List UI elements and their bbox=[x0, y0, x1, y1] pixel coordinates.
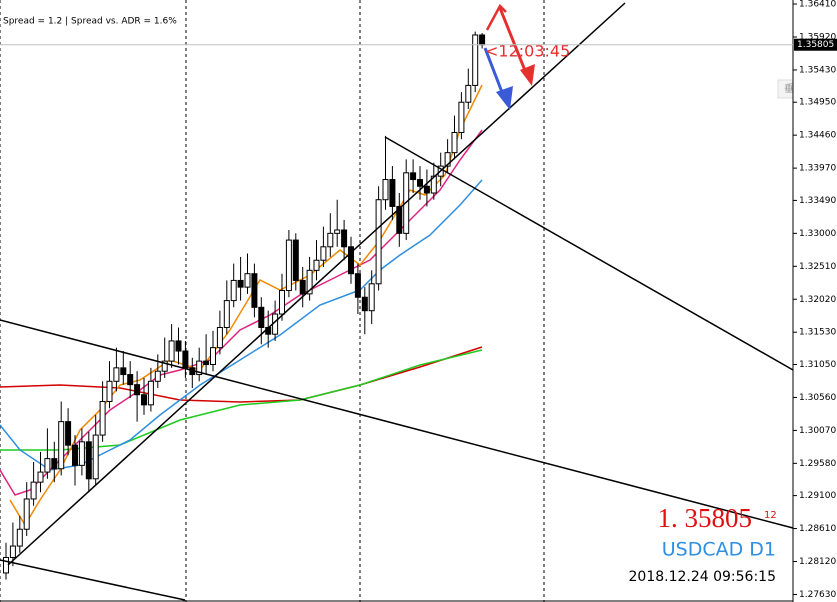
candle-body bbox=[334, 229, 341, 234]
candle-body bbox=[58, 421, 65, 470]
candle-body bbox=[361, 296, 368, 312]
candle-body bbox=[382, 179, 389, 201]
candle-body bbox=[285, 239, 292, 292]
current-price-label: 1.35805 bbox=[797, 40, 834, 50]
candle-body bbox=[292, 239, 299, 281]
y-tick-label: 1.28120 bbox=[799, 557, 836, 567]
candle-body bbox=[210, 347, 216, 365]
y-tick-label: 1.33490 bbox=[799, 196, 836, 206]
symbol-timeframe: USDCAD D1 bbox=[662, 539, 776, 561]
candle-body bbox=[51, 458, 58, 470]
candle-body bbox=[258, 306, 265, 328]
candle-body bbox=[72, 444, 78, 466]
candle-body bbox=[37, 471, 44, 483]
candle-body bbox=[113, 367, 120, 382]
arrows bbox=[483, 3, 535, 110]
candle-body bbox=[348, 246, 354, 275]
candle-body bbox=[354, 273, 361, 298]
trend-lines bbox=[0, 2, 794, 601]
candle-body bbox=[313, 259, 320, 271]
candle-body bbox=[44, 458, 51, 473]
candle-body bbox=[465, 84, 472, 103]
candle-body bbox=[299, 279, 306, 295]
candles bbox=[3, 31, 486, 580]
candle-body bbox=[85, 441, 92, 480]
y-tick-label: 1.28610 bbox=[799, 524, 836, 534]
y-tick-label: 1.33000 bbox=[799, 229, 836, 239]
plot-area bbox=[0, 0, 793, 602]
candle-body bbox=[147, 380, 154, 406]
candle-body bbox=[182, 350, 189, 369]
candle-body bbox=[161, 360, 168, 372]
bar-countdown: <12:03:45 bbox=[485, 42, 570, 61]
spread-info: Spread = 1.2 | Spread vs. ADR = 1.6% bbox=[3, 17, 177, 27]
candle-body bbox=[444, 152, 451, 167]
candle-body bbox=[396, 205, 403, 234]
candle-body bbox=[417, 179, 423, 187]
candle-body bbox=[327, 232, 334, 248]
candle-body bbox=[106, 380, 113, 402]
candle-body bbox=[154, 370, 161, 382]
candle-body bbox=[279, 290, 285, 315]
y-tick-label: 1.30070 bbox=[799, 426, 836, 436]
candle-body bbox=[320, 246, 327, 261]
candle-body bbox=[306, 269, 313, 295]
candle-body bbox=[23, 498, 30, 530]
current-price-box bbox=[794, 38, 837, 51]
y-tick-label: 1.29100 bbox=[799, 491, 836, 501]
price-axis-ticks: 1.36410 1.35920 1.35430 1.34950 1.34460 1.339… bbox=[793, 0, 836, 600]
candle-body bbox=[237, 279, 244, 288]
y-tick-label: 1.30560 bbox=[799, 393, 836, 403]
candle-body bbox=[30, 481, 37, 500]
candle-body bbox=[389, 179, 396, 207]
candle-body bbox=[423, 185, 430, 194]
y-tick-label: 1.35430 bbox=[799, 65, 836, 75]
candle-body bbox=[141, 394, 147, 406]
y-tick-label: 1.36410 bbox=[799, 0, 836, 10]
candle-body bbox=[230, 279, 237, 302]
candle-body bbox=[175, 340, 182, 352]
candle-body bbox=[451, 131, 458, 154]
candle-body bbox=[458, 101, 465, 133]
candle-body bbox=[216, 326, 223, 349]
price-axis bbox=[793, 0, 837, 602]
y-tick-label: 1.33970 bbox=[799, 164, 836, 174]
candle-body bbox=[375, 199, 382, 285]
candle-body bbox=[410, 172, 417, 181]
bid-price: 1. 35805 bbox=[658, 503, 753, 533]
candle-body bbox=[127, 374, 134, 386]
candle-body bbox=[472, 34, 479, 86]
candle-body bbox=[78, 441, 85, 466]
bid-price-suffix: 12 bbox=[764, 510, 777, 521]
y-tick-label: 1.31050 bbox=[799, 360, 836, 370]
candle-body bbox=[196, 360, 203, 376]
candle-body bbox=[65, 421, 72, 446]
y-tick-label: 1.34460 bbox=[799, 131, 836, 141]
y-tick-label: 1.29580 bbox=[799, 459, 836, 469]
candle-body bbox=[251, 273, 258, 308]
y-tick-label: 1.32020 bbox=[799, 295, 836, 305]
candle-body bbox=[92, 434, 99, 480]
server-time: 2018.12.24 09:56:15 bbox=[629, 569, 777, 585]
candle-body bbox=[479, 34, 486, 46]
candle-body bbox=[223, 300, 230, 328]
candle-body bbox=[368, 283, 375, 312]
y-tick-label: 1.35920 bbox=[799, 32, 836, 42]
candle-body bbox=[168, 340, 175, 362]
period-separators bbox=[0, 0, 545, 602]
candle-body bbox=[16, 528, 23, 547]
y-tick-label: 1.31530 bbox=[799, 328, 836, 338]
candle-body bbox=[203, 360, 210, 365]
y-tick-label: 1.32510 bbox=[799, 262, 836, 272]
candle-body bbox=[341, 229, 348, 248]
candle-body bbox=[3, 556, 9, 574]
candle-body bbox=[9, 545, 16, 558]
y-tick-label: 1.34950 bbox=[799, 98, 836, 108]
y-tick-label: 1.27630 bbox=[799, 590, 836, 600]
candle-body bbox=[120, 367, 127, 376]
candle-body bbox=[99, 400, 106, 436]
candle-body bbox=[134, 384, 141, 396]
candle-body bbox=[244, 273, 251, 288]
